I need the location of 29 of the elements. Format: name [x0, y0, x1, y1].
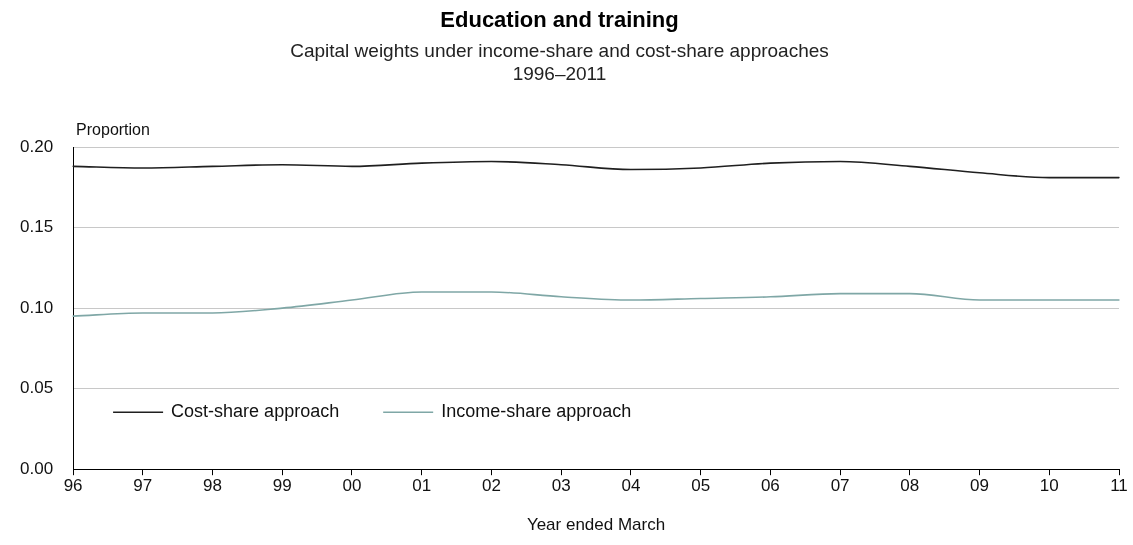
chart-title: Education and training [440, 7, 679, 33]
y-tick-label: 0.20 [19, 136, 54, 156]
x-tick-label: 98 [203, 476, 222, 496]
legend-label: Cost-share approach [171, 401, 340, 422]
line-series [72, 160, 1120, 179]
x-tick-label: 96 [63, 476, 83, 496]
x-tick-label: 99 [272, 476, 292, 496]
x-tick-label: 09 [970, 476, 990, 496]
x-tick-label: 00 [342, 476, 362, 496]
x-tick-label: 03 [551, 476, 571, 496]
y-axis-title: Proportion [76, 121, 150, 139]
x-tick-label: 06 [760, 476, 780, 496]
x-tick-label: 05 [691, 476, 711, 496]
y-tick-label: 0.10 [19, 297, 54, 317]
x-tick-label: 02 [481, 476, 501, 496]
x-tick-label: 97 [133, 476, 153, 496]
y-tick-label: 0.05 [19, 378, 54, 398]
x-tick-label: 08 [900, 476, 920, 496]
legend-label: Income-share approach [441, 401, 632, 422]
chart-subtitle: Capital weights under income-share and cost-share approaches 1996–2011 [290, 40, 829, 84]
y-tick-label: 0.00 [19, 458, 54, 478]
line-series [72, 291, 1120, 317]
x-tick-label: 04 [621, 476, 641, 496]
x-tick-label: 10 [1039, 476, 1059, 496]
y-tick-label: 0.15 [19, 217, 54, 237]
x-axis-title: Year ended March [526, 515, 666, 535]
x-tick-label: 01 [412, 476, 432, 496]
x-tick-label: 07 [830, 476, 850, 496]
x-tick-label: 11 [1110, 476, 1128, 496]
